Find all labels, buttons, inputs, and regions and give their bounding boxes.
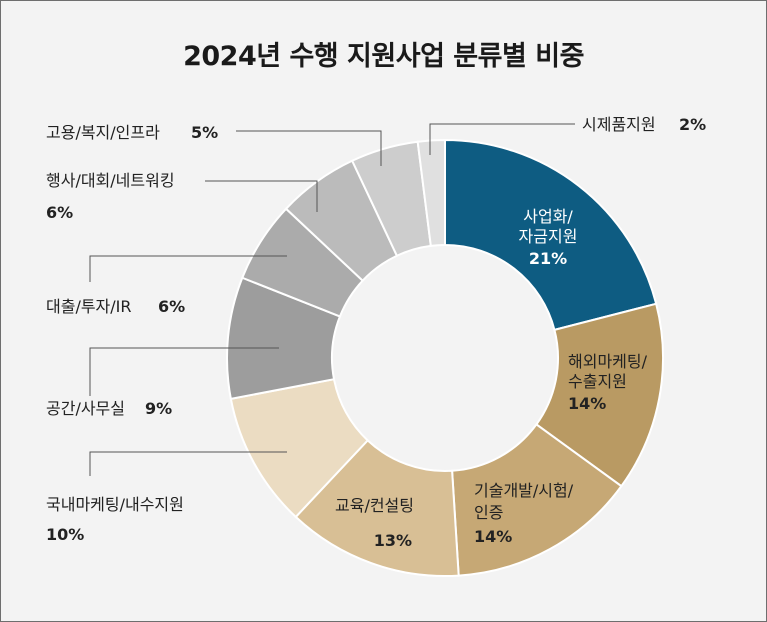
slice-5-value-label: 10% bbox=[46, 525, 84, 544]
slice-5-leader-line bbox=[89, 451, 287, 476]
slice-10-value-label: 2% bbox=[679, 115, 706, 134]
slice-10-wedge bbox=[416, 138, 446, 248]
slice-9-label: 고용/복지/인프라 bbox=[46, 123, 160, 142]
slice-7-label: 대출/투자/IR bbox=[46, 297, 132, 316]
slice-8-value-label: 6% bbox=[46, 203, 73, 222]
slice-1-label-line-2: 자금지원 bbox=[519, 227, 578, 246]
slice-9-leader-line bbox=[236, 130, 382, 166]
slice-2-value-label: 14% bbox=[568, 394, 606, 413]
slice-1-wedge bbox=[444, 138, 658, 332]
chart-title: 2024년 수행 지원사업 분류별 비중 bbox=[183, 41, 584, 72]
slice-6-value-label: 9% bbox=[145, 399, 172, 418]
slice-1-label-line-1: 사업화/ bbox=[523, 207, 573, 226]
slice-1-value-label: 21% bbox=[529, 249, 567, 268]
slice-2-label-line-2: 수출지원 bbox=[568, 372, 627, 391]
slice-3-label-line-1: 기술개발/시험/ bbox=[474, 481, 574, 500]
slice-8-leader-line bbox=[205, 180, 318, 212]
slice-7-leader-line bbox=[89, 255, 287, 282]
slice-9-value-label: 5% bbox=[191, 123, 218, 142]
slice-8-label: 행사/대회/네트워킹 bbox=[46, 171, 175, 190]
slice-7-value-label: 6% bbox=[158, 297, 185, 316]
slice-6-leader-line bbox=[89, 347, 279, 396]
slice-10-leader-line bbox=[429, 123, 575, 155]
slice-3-value-label: 14% bbox=[474, 527, 512, 546]
slice-4-value-label: 13% bbox=[374, 531, 412, 550]
slice-3-label-line-2: 인증 bbox=[474, 503, 503, 522]
slice-6-label: 공간/사무실 bbox=[46, 399, 125, 418]
slice-2-label-line-1: 해외마케팅/ bbox=[568, 352, 648, 371]
slice-10-label: 시제품지원 bbox=[582, 115, 656, 134]
slice-5-label: 국내마케팅/내수지원 bbox=[46, 495, 184, 514]
slice-4-label-line-1: 교육/컨설팅 bbox=[335, 496, 414, 515]
